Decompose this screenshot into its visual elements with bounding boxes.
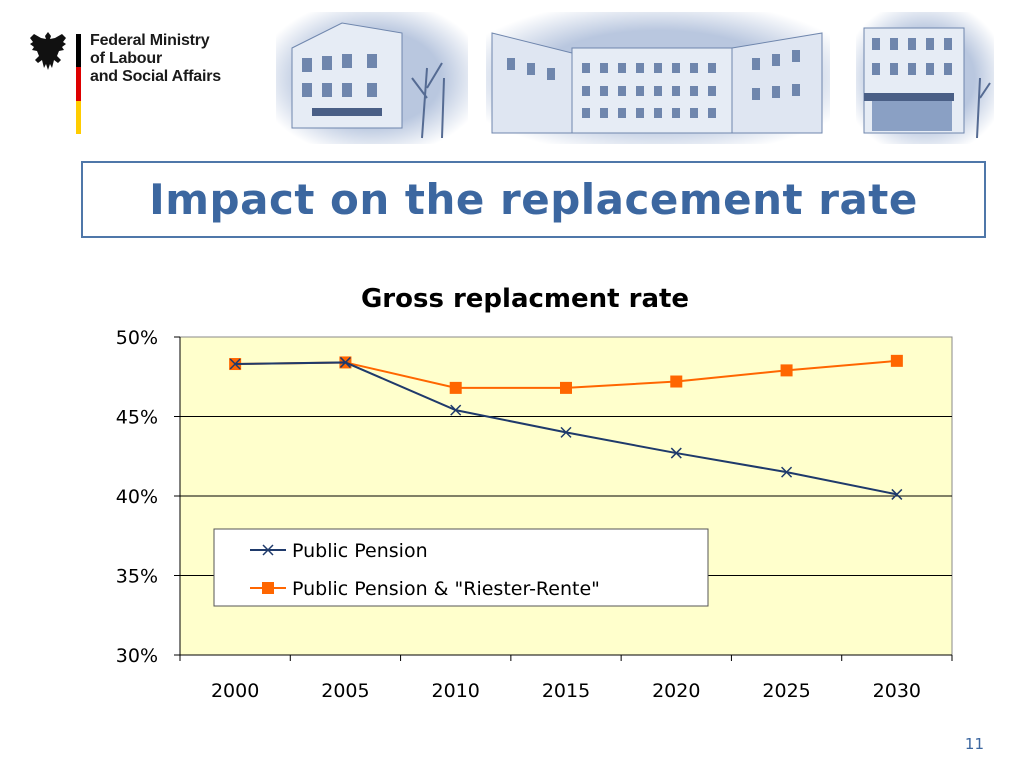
series-riester: [229, 354, 903, 394]
x-tick-label: 2020: [652, 680, 700, 702]
x-tick-label: 2000: [211, 680, 259, 702]
flag-red-stripe: [76, 67, 81, 101]
y-tick-label: 35%: [116, 566, 158, 588]
legend: Public Pension Public Pension & "Riester-…: [213, 528, 709, 607]
slide-title-box: Impact on the replacement rate: [81, 161, 986, 238]
y-tick-label: 50%: [116, 327, 158, 349]
ministry-line-1: Federal Ministry: [90, 32, 210, 49]
ministry-name: Federal Ministry of Labour and Social Af…: [90, 32, 221, 86]
building-photo-2: [486, 12, 830, 144]
data-point-x: [339, 356, 351, 368]
german-flag-stripe: [76, 34, 81, 134]
data-point-x: [891, 488, 903, 500]
data-point-square: [229, 358, 242, 371]
data-point-square: [262, 582, 274, 594]
data-point-x: [262, 544, 274, 556]
data-point-square: [449, 381, 462, 394]
ministry-line-3: and Social Affairs: [90, 68, 221, 85]
legend-label: Public Pension: [292, 540, 428, 562]
series-line: [235, 361, 898, 496]
ministry-logo: Federal Ministry of Labour and Social Af…: [28, 30, 248, 140]
x-tick-label: 2015: [542, 680, 590, 702]
legend-box: [213, 528, 709, 607]
data-point-square: [339, 356, 352, 369]
federal-eagle-icon: [30, 32, 66, 70]
flag-black-stripe: [76, 34, 81, 68]
data-point-square: [890, 354, 903, 367]
data-point-x: [670, 447, 682, 459]
slide-title: Impact on the replacement rate: [149, 175, 918, 224]
data-point-square: [560, 381, 572, 394]
legend-label: Public Pension & "Riester-Rente": [292, 578, 600, 600]
legend-item: Public Pension & "Riester-Rente": [250, 578, 600, 600]
data-point-x: [781, 466, 793, 478]
series-line: [235, 359, 897, 389]
data-point-square: [780, 364, 793, 377]
x-tick-label: 2025: [762, 680, 810, 702]
y-tick-label: 40%: [116, 486, 158, 508]
plot-area: [179, 336, 953, 656]
x-tick-label: 2030: [873, 680, 921, 702]
x-tick-label: 2005: [321, 680, 369, 702]
y-tick-label: 30%: [116, 645, 158, 667]
ministry-line-2: of Labour: [90, 50, 162, 67]
x-tick-label: 2010: [432, 680, 480, 702]
building-photo-1: [276, 12, 468, 144]
legend-item: Public Pension: [250, 540, 428, 562]
page-number: 11: [964, 735, 984, 753]
data-point-x: [560, 426, 572, 438]
building-photo-3: [856, 12, 994, 144]
y-tick-label: 45%: [116, 407, 158, 429]
flag-gold-stripe: [76, 100, 81, 134]
data-point-x: [229, 358, 241, 370]
series-public-pension: [229, 356, 903, 500]
chart-title: Gross replacment rate: [360, 284, 690, 314]
data-point-x: [450, 404, 462, 416]
data-point-square: [670, 375, 683, 388]
